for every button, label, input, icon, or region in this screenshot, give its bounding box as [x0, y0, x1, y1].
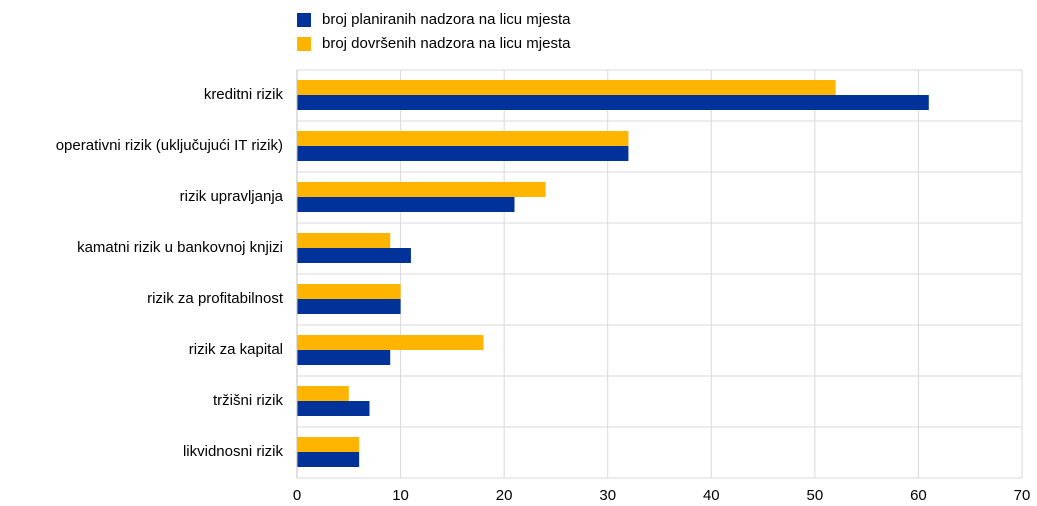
x-tick-label: 60 [910, 487, 927, 504]
x-tick-label: 30 [599, 487, 616, 504]
legend-swatch [297, 37, 311, 51]
bar [297, 437, 360, 452]
x-tick-label: 40 [703, 487, 720, 504]
legend-swatch [297, 13, 311, 27]
bar [297, 233, 391, 248]
x-tick-label: 70 [1014, 487, 1031, 504]
bar [297, 131, 629, 146]
bar [297, 182, 546, 197]
bar [297, 401, 370, 416]
x-tick-label: 0 [293, 487, 301, 504]
x-tick-label: 10 [392, 487, 409, 504]
bar [297, 80, 836, 95]
x-tick-label: 20 [496, 487, 513, 504]
y-tick-label: rizik za profitabilnost [147, 290, 284, 307]
y-tick-label: likvidnosni rizik [183, 443, 284, 460]
legend-label: broj dovršenih nadzora na licu mjesta [322, 35, 571, 52]
bar [297, 299, 401, 314]
bar [297, 335, 484, 350]
legend-label: broj planiranih nadzora na licu mjesta [322, 11, 571, 28]
y-tick-label: operativni rizik (uključujući IT rizik) [56, 137, 283, 154]
bar [297, 197, 515, 212]
bar [297, 350, 391, 365]
bar [297, 452, 360, 467]
bar [297, 248, 411, 263]
y-tick-label: kreditni rizik [204, 86, 284, 103]
y-tick-label: rizik upravljanja [180, 188, 284, 205]
y-tick-label: tržišni rizik [213, 392, 283, 409]
bar [297, 386, 349, 401]
bar [297, 284, 401, 299]
y-tick-label: rizik za kapital [189, 341, 283, 358]
x-tick-label: 50 [807, 487, 824, 504]
y-tick-label: kamatni rizik u bankovnoj knjizi [77, 239, 283, 256]
bar [297, 146, 629, 161]
bar [297, 95, 929, 110]
